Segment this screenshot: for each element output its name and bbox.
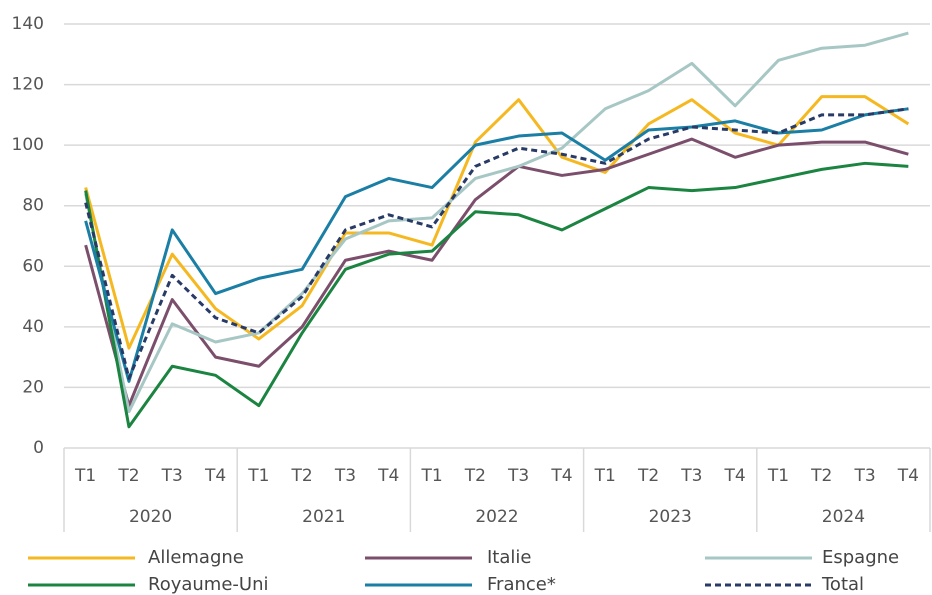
x-tick-label: T4 [897,466,919,486]
legend-label: France* [487,574,556,595]
x-tick-label: T1 [767,466,789,486]
y-tick-label: 100 [12,135,44,155]
year-label: 2020 [129,507,172,527]
y-tick-label: 80 [22,196,44,216]
year-label: 2024 [822,507,865,527]
series-line [84,107,909,383]
x-tick-label: T3 [680,466,702,486]
y-tick-label: 120 [12,75,44,95]
year-label: 2021 [302,507,345,527]
x-tick-label: T2 [810,466,832,486]
x-tick-label: T2 [291,466,313,486]
x-tick-label: T3 [161,466,183,486]
y-tick-label: 0 [33,438,44,458]
series-line [84,137,909,408]
legend-label: Italie [487,547,531,568]
legend-label: Total [821,574,864,595]
x-tick-label: T2 [117,466,139,486]
x-tick-label: T1 [74,466,96,486]
legend-label: Royaume-Uni [148,574,269,595]
legend-label: Allemagne [148,547,244,568]
x-tick-label: T2 [464,466,486,486]
y-tick-label: 20 [22,377,44,397]
x-tick-label: T4 [550,466,572,486]
x-tick-label: T3 [334,466,356,486]
x-tick-label: T4 [724,466,746,486]
x-tick-label: T4 [204,466,226,486]
x-tick-label: T1 [594,466,616,486]
x-tick-label: T1 [247,466,269,486]
series-line [84,95,910,350]
y-tick-label: 40 [22,317,44,337]
legend-label: Espagne [822,547,899,568]
series-line [84,31,909,414]
year-label: 2023 [649,507,692,527]
x-tick-label: T3 [853,466,875,486]
x-tick-label: T4 [377,466,399,486]
series-line [84,161,909,429]
x-tick-label: T3 [507,466,529,486]
x-tick-label: T2 [637,466,659,486]
x-tick-label: T1 [420,466,442,486]
y-tick-label: 60 [22,256,44,276]
series-line [84,107,909,380]
year-label: 2022 [475,507,518,527]
y-tick-label: 140 [12,14,44,34]
